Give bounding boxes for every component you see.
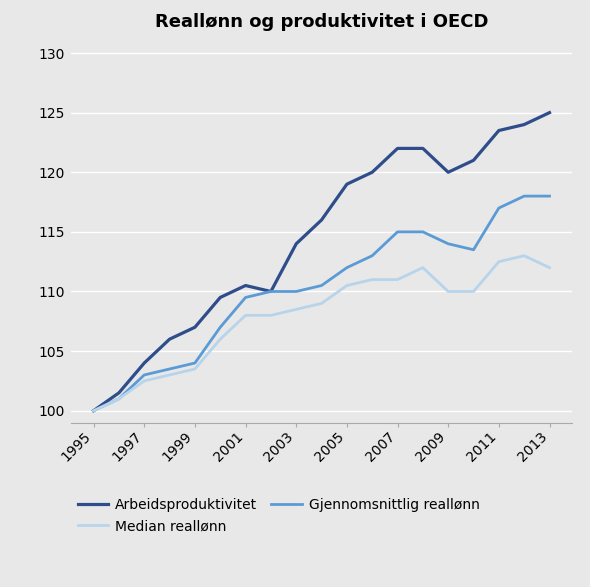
- Legend: Arbeidsproduktivitet, Median reallønn, Gjennomsnittlig reallønn: Arbeidsproduktivitet, Median reallønn, G…: [78, 498, 480, 533]
- Title: Reallønn og produktivitet i OECD: Reallønn og produktivitet i OECD: [155, 13, 489, 31]
